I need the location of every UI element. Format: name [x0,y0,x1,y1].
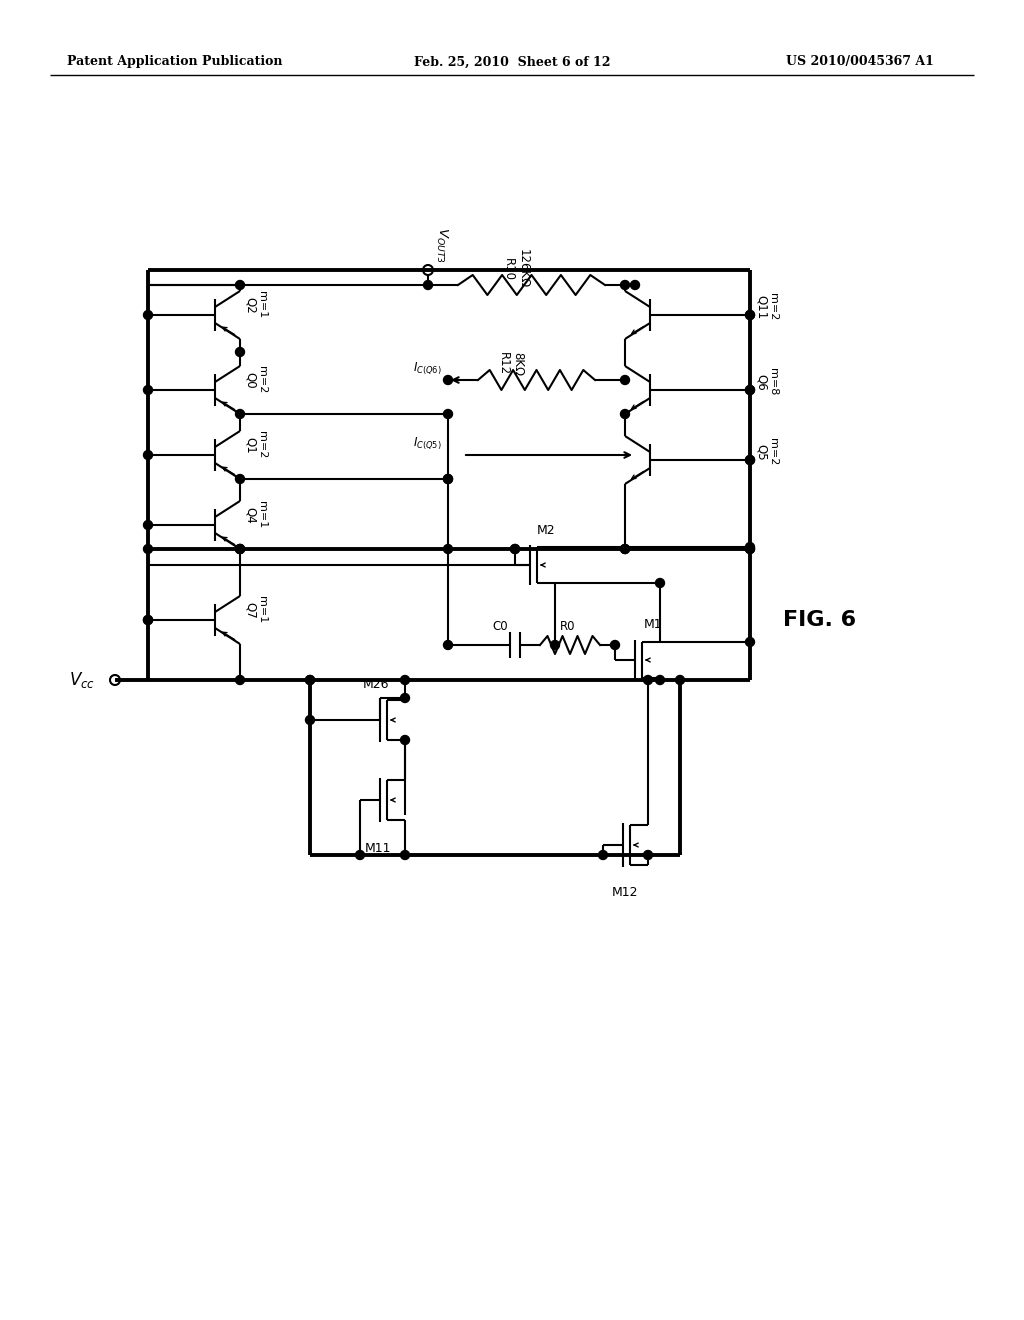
Circle shape [643,850,652,859]
Circle shape [236,676,245,685]
Text: m=1: m=1 [257,502,267,528]
Circle shape [598,850,607,859]
Circle shape [745,385,755,395]
Circle shape [621,409,630,418]
Text: R10: R10 [502,257,514,281]
Circle shape [143,385,153,395]
Circle shape [305,676,314,685]
Text: Q5: Q5 [755,444,768,461]
Circle shape [443,375,453,384]
Circle shape [610,640,620,649]
Text: R12: R12 [497,352,510,376]
Circle shape [424,281,432,289]
Circle shape [643,676,652,685]
Circle shape [236,544,245,553]
Text: Q2: Q2 [244,297,257,313]
Circle shape [236,544,245,553]
Text: $V_{OUT3}$: $V_{OUT3}$ [434,227,450,263]
Circle shape [655,676,665,685]
Text: R0: R0 [560,620,575,634]
Circle shape [236,281,245,289]
Text: $I_{C(Q5)}$: $I_{C(Q5)}$ [413,436,441,451]
Circle shape [621,375,630,384]
Circle shape [236,474,245,483]
Text: Q6: Q6 [755,374,768,391]
Text: m=2: m=2 [768,293,778,321]
Text: Q0: Q0 [244,372,257,388]
Text: M2: M2 [537,524,555,536]
Circle shape [443,544,453,553]
Circle shape [745,385,755,395]
Text: 8KΩ: 8KΩ [512,352,524,376]
Circle shape [355,850,365,859]
Circle shape [745,455,755,465]
Circle shape [551,640,559,649]
Circle shape [400,735,410,744]
Circle shape [443,409,453,418]
Text: M26: M26 [362,678,389,692]
Text: M12: M12 [611,887,638,899]
Text: m=2: m=2 [768,438,778,466]
Text: C0: C0 [492,620,508,634]
Text: $V_{cc}$: $V_{cc}$ [69,671,95,690]
Circle shape [745,310,755,319]
Circle shape [745,544,755,553]
Circle shape [745,544,755,553]
Circle shape [236,544,245,553]
Circle shape [443,640,453,649]
Text: m=8: m=8 [768,368,778,396]
Circle shape [143,310,153,319]
Text: m=2: m=2 [257,432,267,458]
Text: M1: M1 [644,619,663,631]
Text: Q11: Q11 [755,294,768,319]
Circle shape [143,544,153,553]
Circle shape [511,544,519,553]
Text: $I_{C(Q6)}$: $I_{C(Q6)}$ [413,360,441,376]
Text: Q7: Q7 [244,602,257,618]
Text: 126KΩ: 126KΩ [516,249,529,289]
Circle shape [143,615,153,624]
Circle shape [400,693,410,702]
Text: M11: M11 [365,842,391,854]
Circle shape [676,676,684,685]
Circle shape [443,474,453,483]
Circle shape [143,615,153,624]
Circle shape [236,409,245,418]
Circle shape [443,474,453,483]
Circle shape [621,281,630,289]
Circle shape [143,520,153,529]
Text: m=1: m=1 [257,292,267,318]
Circle shape [655,578,665,587]
Text: m=2: m=2 [257,367,267,393]
Circle shape [621,544,630,553]
Circle shape [745,455,755,465]
Circle shape [143,450,153,459]
Circle shape [305,676,314,685]
Circle shape [236,347,245,356]
Circle shape [305,715,314,725]
Circle shape [400,850,410,859]
Circle shape [631,281,640,289]
Text: Q4: Q4 [244,507,257,523]
Text: Patent Application Publication: Patent Application Publication [68,55,283,69]
Circle shape [745,543,755,552]
Text: Feb. 25, 2010  Sheet 6 of 12: Feb. 25, 2010 Sheet 6 of 12 [414,55,610,69]
Circle shape [511,544,519,553]
Text: US 2010/0045367 A1: US 2010/0045367 A1 [786,55,934,69]
Circle shape [400,676,410,685]
Circle shape [745,310,755,319]
Text: m=1: m=1 [257,597,267,623]
Text: Q1: Q1 [244,437,257,453]
Circle shape [745,638,755,647]
Circle shape [621,544,630,553]
Text: FIG. 6: FIG. 6 [783,610,856,630]
